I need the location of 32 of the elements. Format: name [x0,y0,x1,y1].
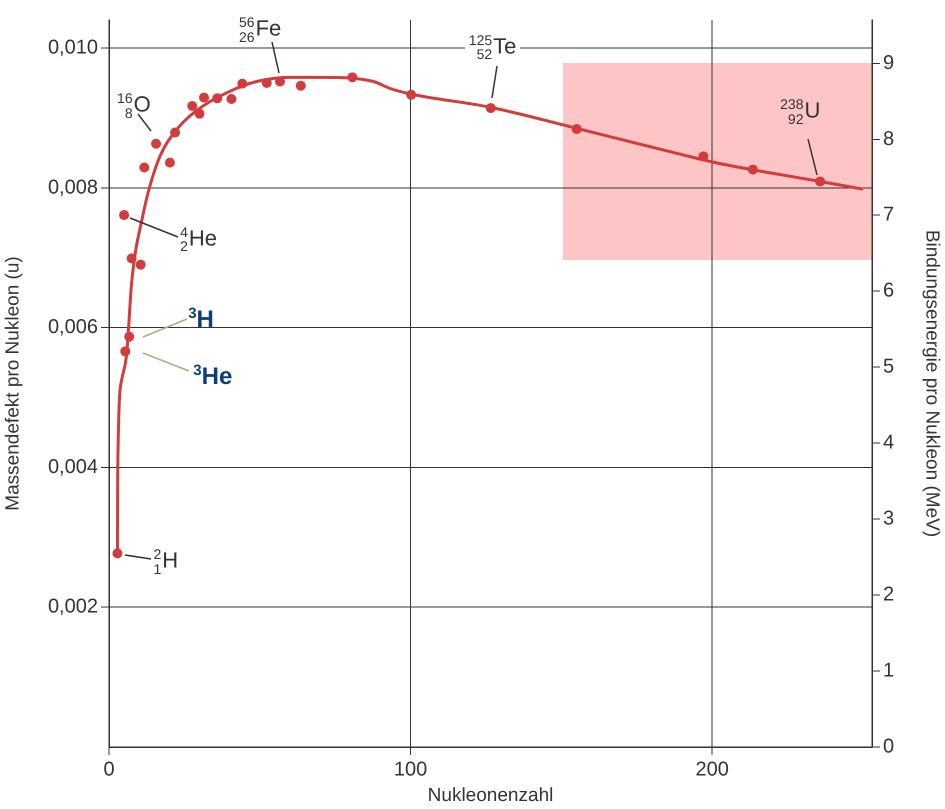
x-tick-label: 100 [394,758,428,781]
y2-tick-label: 6 [883,280,894,302]
y2-tick-label: 3 [883,508,894,530]
y2-axis-title: Bindungsenergie pro Nukleon (MeV) [921,230,942,538]
point [139,162,150,172]
point [164,158,175,168]
y2-tick-label: 7 [883,204,894,226]
y2-tick-label: 9 [883,52,894,74]
y-tick-label: 0,010 [48,36,98,58]
y-tick-label: 0,004 [48,456,98,478]
point [296,80,306,91]
y2-tick-label: 0 [883,736,894,758]
y-tick-label: 0,008 [48,176,98,198]
y2-tick-label: 2 [883,584,894,606]
y2-tick-label: 1 [883,660,894,682]
y-axis-title: Massendefekt pro Nukleon (u) [2,256,24,511]
point [199,92,209,103]
point [187,100,198,111]
x-axis-title: Nukleonenzahl [428,784,554,806]
y-tick-label: 0,002 [48,596,98,618]
y-tick-label: 0,006 [48,316,98,338]
x-tick-label: 200 [695,758,729,781]
point [151,138,162,149]
point [119,210,130,220]
y2-tick-label: 8 [883,128,894,150]
x-tick-label: 0 [103,758,115,781]
point [136,260,146,270]
y2-tick-label: 4 [883,432,894,454]
annotation: $^{3}$He [193,362,232,390]
annotation: $^{3}$H [188,304,214,333]
point [226,94,236,104]
y2-tick-label: 5 [883,356,894,378]
